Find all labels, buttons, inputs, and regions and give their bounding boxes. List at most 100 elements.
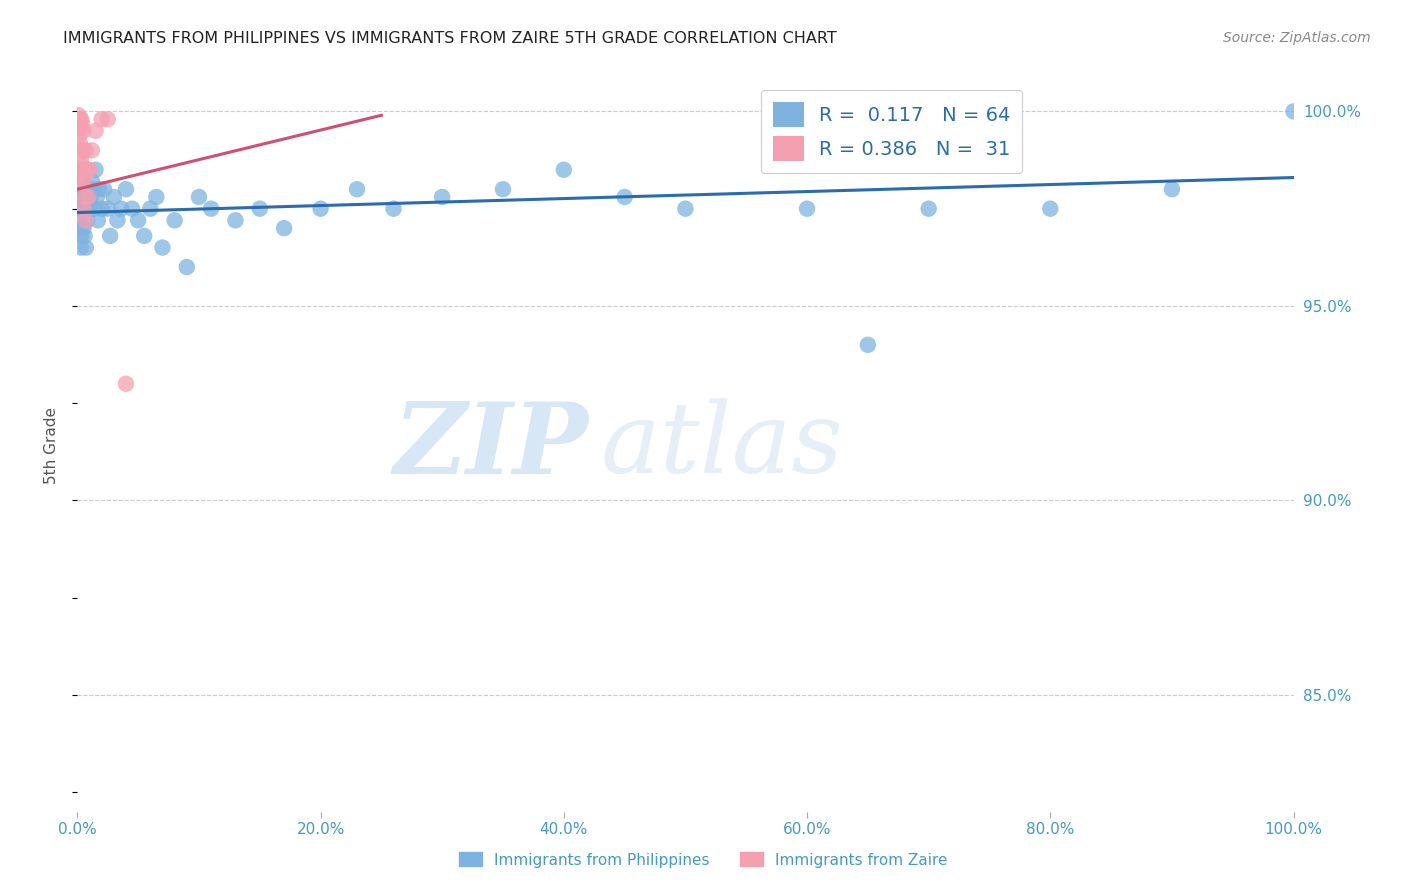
Point (75, 241, 97, 255)
Point (613, 190, 636, 204)
Point (127, 213, 149, 227)
Point (80, 144, 103, 158)
Point (80, 174, 103, 188)
Point (1039, 202, 1062, 216)
Point (176, 260, 198, 274)
Point (72, 174, 94, 188)
Point (69, 128, 91, 142)
Point (346, 182, 368, 196)
Point (273, 221, 295, 235)
Point (70, 228, 93, 243)
Point (84, 124, 107, 138)
Point (86, 190, 108, 204)
Point (152, 241, 174, 255)
Point (70, 112, 93, 127)
Point (87, 213, 110, 227)
Point (70, 144, 93, 158)
Point (430, 190, 453, 204)
Point (98, 228, 121, 243)
Point (90, 112, 112, 127)
Point (72, 124, 94, 138)
Point (110, 202, 132, 216)
Point (67, 116, 90, 130)
Point (83, 202, 105, 216)
Point (69, 202, 91, 216)
Point (224, 213, 246, 227)
Point (67, 112, 90, 127)
Point (76, 202, 98, 216)
Point (70, 162, 93, 177)
Point (70, 159, 93, 173)
Point (72, 202, 94, 216)
Point (163, 213, 186, 227)
Point (82, 182, 104, 196)
Point (1161, 182, 1184, 196)
Point (70, 174, 93, 188)
Point (918, 202, 941, 216)
Point (79, 162, 101, 177)
Legend: R =  0.117   N = 64, R = 0.386   N =  31: R = 0.117 N = 64, R = 0.386 N = 31 (761, 90, 1022, 173)
Point (115, 182, 138, 196)
Point (97, 202, 120, 216)
Point (90, 202, 112, 216)
Text: Source: ZipAtlas.com: Source: ZipAtlas.com (1223, 31, 1371, 45)
Point (553, 162, 575, 177)
Point (77, 190, 100, 204)
Point (76, 213, 98, 227)
Point (84, 162, 107, 177)
Point (72, 144, 94, 158)
Point (80, 190, 103, 204)
Point (107, 213, 129, 227)
Point (67, 213, 90, 227)
Point (72, 202, 94, 216)
Point (796, 202, 818, 216)
Point (139, 202, 162, 216)
Point (93, 182, 115, 196)
Point (856, 338, 879, 352)
Point (70, 182, 93, 196)
Point (73, 228, 96, 243)
Point (70, 241, 93, 255)
Point (75, 190, 97, 204)
Point (77, 182, 100, 196)
Point (70, 202, 93, 216)
Point (67, 190, 90, 204)
Point (73, 182, 96, 196)
Point (69, 162, 91, 177)
Point (67, 108, 90, 122)
Legend: Immigrants from Philippines, Immigrants from Zaire: Immigrants from Philippines, Immigrants … (453, 847, 953, 873)
Y-axis label: 5th Grade: 5th Grade (44, 408, 59, 484)
Point (69, 120, 91, 134)
Point (249, 202, 271, 216)
Point (69, 136, 91, 150)
Point (145, 190, 167, 204)
Point (73, 190, 96, 204)
Point (1282, 104, 1305, 119)
Text: atlas: atlas (600, 399, 844, 493)
Text: ZIP: ZIP (394, 398, 588, 494)
Point (75, 213, 97, 227)
Point (200, 202, 222, 216)
Point (72, 221, 94, 235)
Point (382, 202, 405, 216)
Point (89, 182, 111, 196)
Point (115, 376, 138, 391)
Point (70, 116, 93, 130)
Point (309, 202, 332, 216)
Point (76, 162, 98, 177)
Point (70, 120, 93, 134)
Text: IMMIGRANTS FROM PHILIPPINES VS IMMIGRANTS FROM ZAIRE 5TH GRADE CORRELATION CHART: IMMIGRANTS FROM PHILIPPINES VS IMMIGRANT… (63, 31, 837, 46)
Point (70, 190, 93, 204)
Point (134, 228, 156, 243)
Point (69, 112, 91, 127)
Point (492, 182, 515, 196)
Point (73, 162, 96, 177)
Point (70, 174, 93, 188)
Point (70, 151, 93, 165)
Point (188, 190, 211, 204)
Point (69, 182, 91, 196)
Point (103, 190, 125, 204)
Point (675, 202, 697, 216)
Point (97, 112, 120, 127)
Point (75, 144, 97, 158)
